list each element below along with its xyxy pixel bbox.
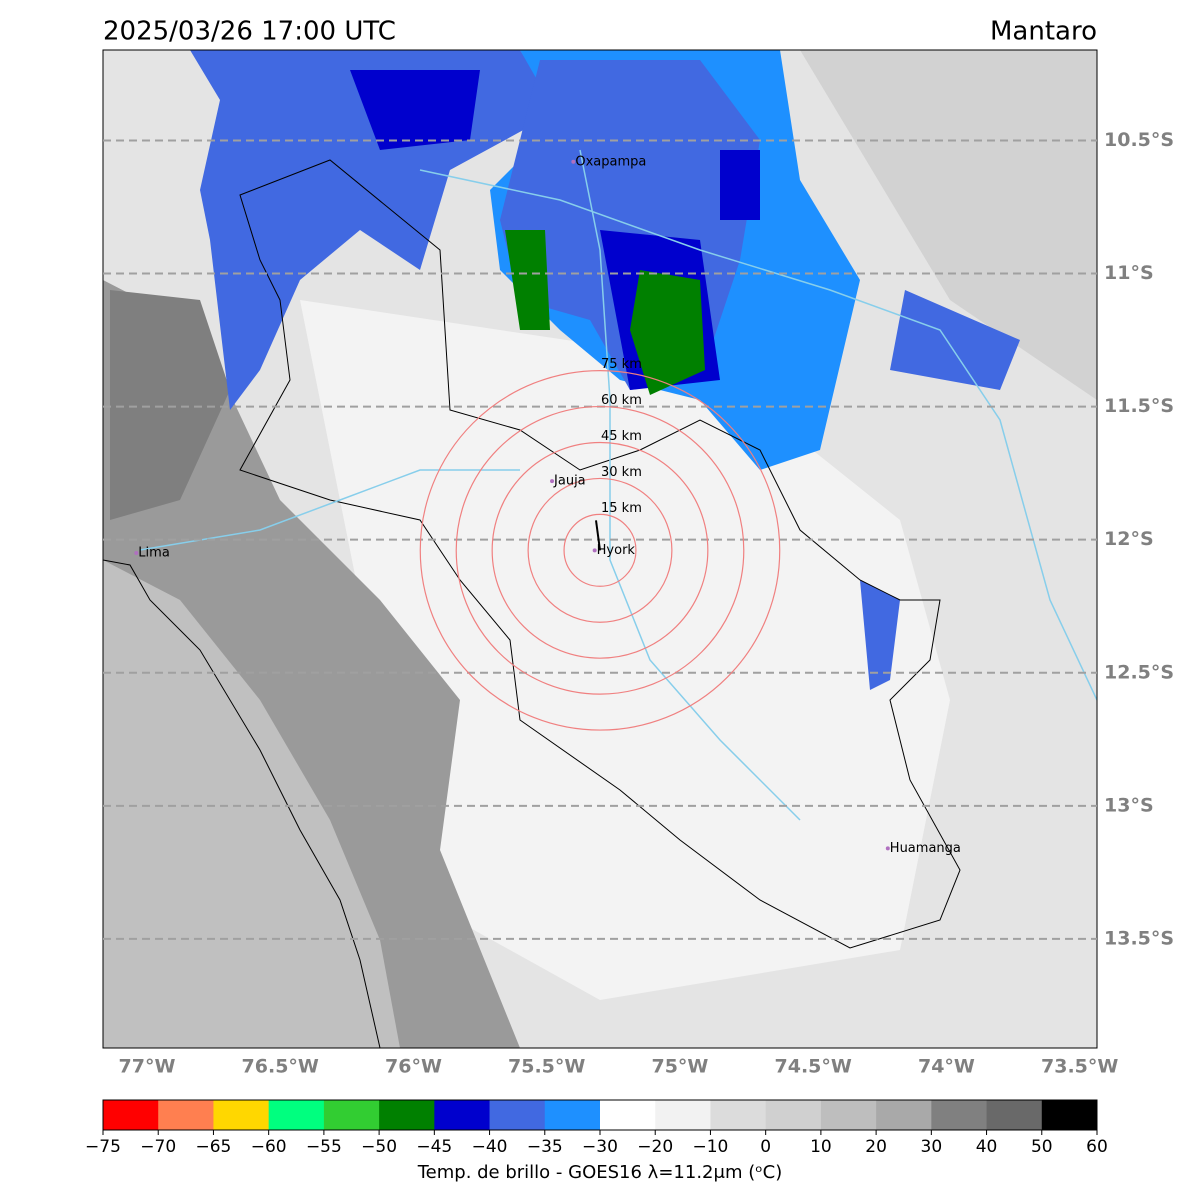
colorbar-tick-label: −55 [306, 1137, 342, 1157]
colorbar-tick-label: 0 [760, 1137, 771, 1157]
colorbar-tick-label: 20 [865, 1137, 887, 1157]
colorbar-tick-label: −75 [85, 1137, 121, 1157]
city-marker [885, 846, 890, 851]
city-label: Lima [138, 545, 169, 560]
city-label: Jauja [553, 474, 586, 489]
colorbar-segment [213, 1100, 270, 1130]
colorbar-label: Temp. de brillo - GOES16 λ=11.2μm (ᵒC) [417, 1162, 783, 1183]
range-ring-label: 60 km [601, 393, 642, 408]
lat-tick-label: 11.5°S [1104, 395, 1174, 417]
colorbar-tick-label: −20 [637, 1137, 673, 1157]
lon-tick-label: 73.5°W [1041, 1056, 1118, 1078]
lat-tick-label: 11°S [1104, 262, 1154, 284]
colorbar-segment [655, 1100, 711, 1130]
colorbar-tick-label: −40 [472, 1137, 508, 1157]
lon-tick-label: 76°W [385, 1056, 442, 1078]
city-label: Oxapampa [575, 154, 646, 169]
colorbar-tick-label: −45 [416, 1137, 452, 1157]
colorbar-tick-label: −10 [692, 1137, 728, 1157]
lat-tick-label: 12°S [1104, 528, 1154, 550]
colorbar-tick-label: 50 [1031, 1137, 1053, 1157]
lon-tick-label: 77°W [119, 1056, 176, 1078]
colorbar-segment [710, 1100, 767, 1130]
colorbar-tick-label: 40 [976, 1137, 998, 1157]
colorbar-segment [544, 1100, 601, 1130]
colorbar-segment [876, 1100, 932, 1130]
colorbar-segment [931, 1100, 988, 1130]
colorbar-tick-label: −60 [251, 1137, 287, 1157]
map-frame [102, 49, 1098, 1049]
lat-tick-label: 12.5°S [1104, 661, 1174, 683]
radar-beam [595, 520, 601, 551]
range-ring [527, 477, 673, 623]
region-name: Mantaro [990, 17, 1097, 47]
city-label: Huamanga [890, 841, 961, 856]
colorbar-tick-label: −70 [140, 1137, 176, 1157]
colorbar-segment [323, 1100, 380, 1130]
range-ring [563, 513, 637, 587]
colorbar-tick-label: −35 [527, 1137, 563, 1157]
range-ring-label: 75 km [601, 357, 642, 372]
range-ring-label: 15 km [601, 501, 642, 516]
colorbar-segment [1041, 1100, 1098, 1130]
colorbar-segment [820, 1100, 877, 1130]
range-ring [491, 441, 709, 659]
city-marker [571, 159, 576, 164]
colorbar-segment [489, 1100, 546, 1130]
colorbar-tick-label: −50 [361, 1137, 397, 1157]
colorbar-segment [379, 1100, 435, 1130]
colorbar-segment [600, 1100, 656, 1130]
colorbar-segment [434, 1100, 491, 1130]
lon-tick-label: 74.5°W [775, 1056, 852, 1078]
range-ring-label: 30 km [601, 465, 642, 480]
city-marker [550, 479, 555, 484]
colorbar-tick-label: −65 [195, 1137, 231, 1157]
city-label: Hyork [597, 543, 636, 558]
lon-tick-label: 75°W [651, 1056, 708, 1078]
colorbar-segment [158, 1100, 214, 1130]
colorbar-tick-label: 30 [921, 1137, 943, 1157]
range-ring [455, 405, 745, 695]
colorbar-tick-label: 10 [810, 1137, 832, 1157]
colorbar-segment [103, 1100, 159, 1130]
colorbar-segment [268, 1100, 325, 1130]
colorbar-tick-label: 60 [1086, 1137, 1108, 1157]
lon-tick-label: 76.5°W [242, 1056, 319, 1078]
lon-tick-label: 75.5°W [508, 1056, 585, 1078]
map-background [103, 50, 1097, 1048]
lat-tick-label: 13°S [1104, 794, 1154, 816]
range-ring [419, 369, 781, 731]
lon-tick-label: 74°W [918, 1056, 975, 1078]
colorbar-tick-label: −30 [582, 1137, 618, 1157]
colorbar-segment [765, 1100, 822, 1130]
lat-tick-label: 13.5°S [1104, 927, 1174, 949]
lat-tick-label: 10.5°S [1104, 129, 1174, 151]
range-ring-label: 45 km [601, 429, 642, 444]
colorbar-segment [986, 1100, 1043, 1130]
map-title: 2025/03/26 17:00 UTC [103, 17, 396, 47]
city-marker [134, 550, 139, 555]
city-marker [592, 548, 597, 553]
